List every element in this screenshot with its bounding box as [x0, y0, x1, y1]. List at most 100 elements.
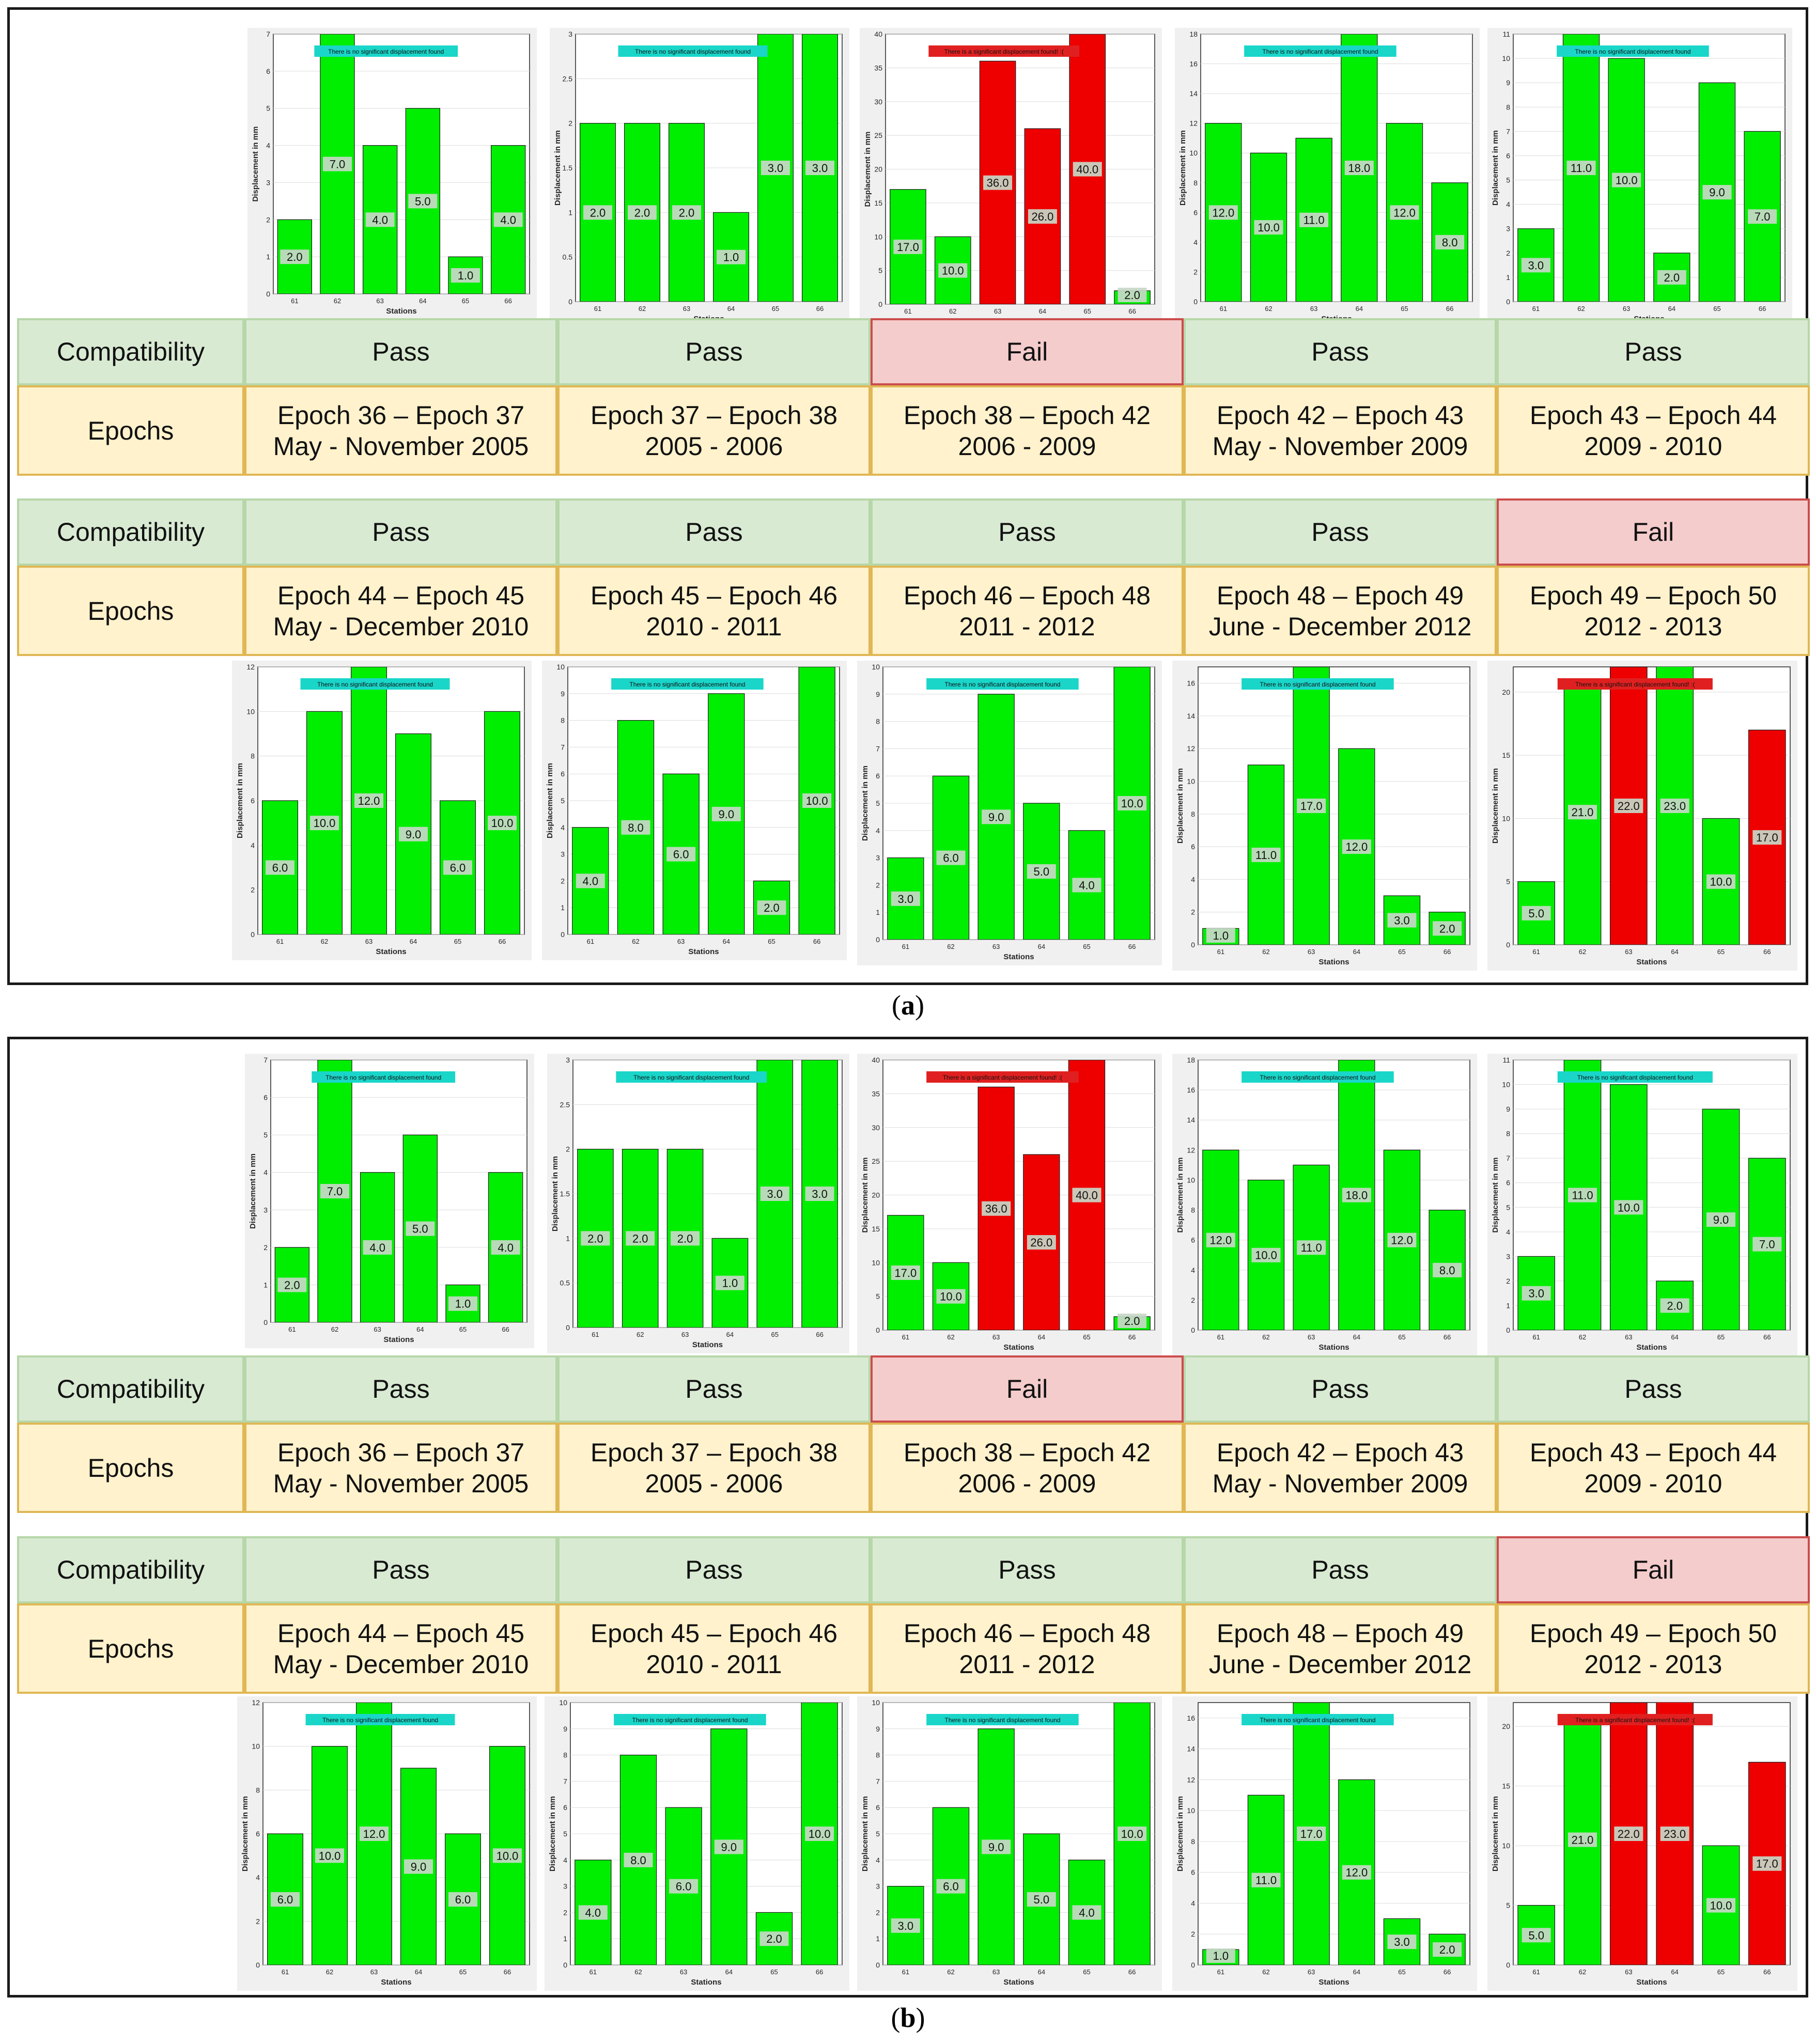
- status-message-box: [1241, 678, 1394, 690]
- epoch-cell: Epoch 42 – Epoch 43 May - November 2009: [1184, 1423, 1497, 1513]
- x-tick-label: 63: [681, 1331, 689, 1338]
- compat-cell: Pass: [244, 498, 557, 566]
- epoch-dates: 2009 - 2010: [1584, 1469, 1722, 1498]
- x-tick-label: 61: [1532, 1333, 1540, 1341]
- bar-chart-svg: 0 1 2 3 4 5 6 7 8 9 10 4.0 61 8.0 62 6.0 63 9.0 64 2.0 65 10.…: [545, 1696, 849, 1991]
- epoch-range: Epoch 37 – Epoch 38: [590, 400, 838, 430]
- status-message-box: [1557, 1071, 1713, 1083]
- x-tick-label: 64: [1671, 1968, 1678, 1976]
- data-label: 6.0: [943, 1880, 959, 1893]
- epoch-range: Epoch 46 – Epoch 48: [903, 1618, 1151, 1648]
- data-label-box: [1660, 1827, 1689, 1841]
- y-tick-label: 7: [561, 743, 565, 751]
- data-label: 2.0: [632, 1232, 648, 1245]
- y-tick-label: 5: [1506, 878, 1510, 886]
- y-tick-label: 3: [263, 1206, 268, 1214]
- y-tick-label: 2: [1191, 908, 1195, 916]
- x-tick-label: 63: [994, 307, 1001, 315]
- status-message: There is no significant displacement fou…: [632, 1717, 748, 1724]
- x-tick-label: 65: [770, 1968, 778, 1976]
- data-label: 40.0: [1076, 163, 1098, 176]
- x-tick-label: 63: [1625, 1968, 1632, 1976]
- x-tick-label: 61: [288, 1325, 296, 1333]
- data-label-box: [360, 1827, 389, 1841]
- data-label-box: [805, 161, 834, 175]
- data-label-box: [1752, 830, 1782, 845]
- epoch-range: Epoch 44 – Epoch 45: [277, 581, 525, 610]
- y-tick-label: 9: [1506, 1105, 1510, 1113]
- x-axis-label: Stations: [1636, 958, 1667, 966]
- x-tick-label: 61: [1532, 948, 1540, 956]
- data-label-box: [1344, 161, 1374, 175]
- x-tick-label: 61: [904, 307, 911, 315]
- epoch-range: Epoch 45 – Epoch 46: [590, 581, 838, 610]
- x-tick-label: 63: [1308, 1333, 1315, 1341]
- x-tick-label: 66: [1763, 1333, 1771, 1341]
- x-tick-label: 66: [1759, 305, 1766, 313]
- y-tick-label: 7: [876, 744, 880, 753]
- data-label-box: [1117, 796, 1147, 810]
- y-tick-label: 40: [872, 1056, 880, 1064]
- epoch-dates: 2011 - 2012: [959, 1649, 1095, 1679]
- data-label: 12.0: [1393, 206, 1416, 219]
- compat-cell: Pass: [1497, 318, 1810, 385]
- data-label-box: [408, 194, 438, 209]
- chart-a-bottom-2: 0 1 2 3 4 5 6 7 8 9 10 4.0 61 8.0 62 6.0 63 9.0 64 2.0 65 10.…: [542, 661, 847, 960]
- x-tick-label: 65: [1083, 943, 1090, 950]
- epoch-cell: Epoch 38 – Epoch 42 2006 - 2009: [871, 1423, 1184, 1513]
- y-axis-label: Displacement in mm: [861, 1796, 870, 1871]
- y-tick-label: 14: [1187, 1745, 1195, 1753]
- status-message-box: [1241, 1714, 1394, 1725]
- x-tick-label: 66: [813, 938, 820, 945]
- data-label: 11.0: [1571, 162, 1592, 175]
- compat-cell: Pass: [1184, 498, 1497, 566]
- epoch-range: Epoch 38 – Epoch 42: [903, 400, 1151, 430]
- data-label: 3.0: [1528, 1287, 1544, 1300]
- epoch-cell: Epoch 46 – Epoch 48 2011 - 2012: [871, 1603, 1184, 1694]
- x-tick-label: 65: [771, 1331, 779, 1338]
- data-label: 11.0: [1303, 214, 1325, 227]
- data-label-box: [1702, 185, 1732, 200]
- x-axis-label: Stations: [1003, 953, 1034, 961]
- chart-b-bottom-3: 0 1 2 3 4 5 6 7 8 9 10 3.0 61 6.0 62 9.0 63 5.0 64 4.0 65 10.…: [857, 1696, 1162, 1991]
- data-label: 9.0: [411, 1861, 427, 1874]
- data-label: 11.0: [1255, 849, 1277, 862]
- data-label-box: [672, 205, 701, 220]
- data-label: 26.0: [1032, 210, 1054, 223]
- y-tick-label: 4: [561, 823, 565, 832]
- y-tick-label: 15: [1502, 751, 1510, 759]
- data-label-box: [983, 175, 1013, 190]
- epoch-dates: May - November 2009: [1212, 1469, 1468, 1498]
- y-tick-label: 8: [1191, 810, 1195, 818]
- x-tick-label: 65: [768, 938, 775, 945]
- x-tick-label: 62: [949, 307, 956, 315]
- y-tick-label: 20: [1502, 688, 1510, 696]
- data-label-box: [1251, 847, 1281, 862]
- y-tick-label: 3: [568, 30, 572, 38]
- y-tick-label: 4: [1506, 200, 1510, 209]
- status-message-box: [314, 45, 458, 57]
- data-label: 10.0: [319, 1849, 341, 1862]
- y-tick-label: 12: [1187, 1775, 1195, 1784]
- status-message-box: [1557, 1714, 1713, 1725]
- epochs-row-2: Epochs Epoch 44 – Epoch 45 May - December…: [17, 566, 1812, 656]
- chart-b-bottom-5: 0 5 10 15 20 5.0 61 21.0 62 22.0 63 23.0 64 10.0 65 17.…: [1487, 1696, 1797, 1991]
- chart-a-top-3: 0 5 10 15 20 25 30 35 40 17.0 61 10.0 62 36.0 63 26.0 64…: [860, 28, 1162, 330]
- y-tick-label: 5: [561, 797, 565, 805]
- data-label: 9.0: [721, 1840, 737, 1853]
- data-label: 6.0: [673, 848, 689, 861]
- y-tick-label: 5: [1506, 176, 1510, 184]
- status-message-box: [616, 1071, 767, 1083]
- y-tick-label: 10: [1502, 814, 1510, 822]
- x-tick-label: 62: [1579, 1968, 1586, 1976]
- y-tick-label: 6: [876, 1803, 880, 1812]
- x-tick-label: 64: [727, 305, 735, 313]
- y-tick-label: 10: [1502, 1081, 1510, 1089]
- y-tick-label: 0: [256, 1961, 260, 1969]
- data-label-box: [448, 1892, 477, 1907]
- epoch-dates: June - December 2012: [1208, 1649, 1472, 1679]
- data-label: 4.0: [1079, 879, 1095, 892]
- y-tick-label: 1: [563, 1934, 567, 1943]
- y-tick-label: 8: [563, 1751, 567, 1759]
- y-tick-label: 5: [266, 104, 270, 113]
